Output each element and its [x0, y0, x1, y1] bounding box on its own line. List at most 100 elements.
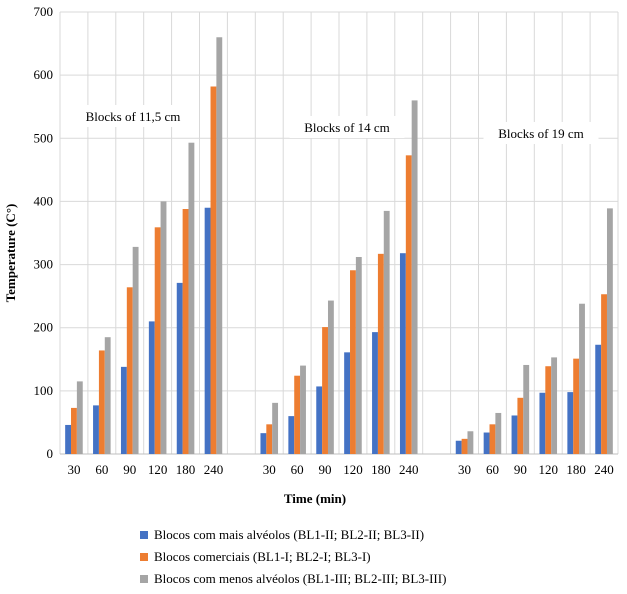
group-labels: Blocks of 11,5 cm Blocks of 14 cm Blocks o… — [68, 105, 599, 144]
bar — [294, 375, 301, 454]
y-tick-label: 700 — [34, 4, 54, 19]
x-tick-label: 60 — [486, 462, 499, 477]
legend-label: Blocos com menos alvéolos (BL1-III; BL2-… — [154, 571, 447, 586]
bar — [383, 210, 390, 454]
bar — [204, 207, 211, 454]
bar — [260, 433, 267, 454]
bar — [316, 386, 323, 454]
x-tick-label: 240 — [399, 462, 419, 477]
y-axis-ticks: 0 100 200 300 400 500 600 700 — [34, 4, 54, 461]
x-tick-label: 30 — [67, 462, 80, 477]
bar — [93, 405, 99, 454]
x-tick-label: 90 — [123, 462, 136, 477]
bar — [288, 416, 295, 454]
x-tick-label: 30 — [458, 462, 471, 477]
bar — [467, 431, 474, 454]
bar — [154, 227, 161, 454]
bar — [377, 253, 384, 454]
bar — [71, 407, 77, 454]
bar — [495, 412, 502, 454]
bar — [601, 294, 607, 454]
bar — [355, 256, 362, 454]
bar — [176, 282, 183, 454]
legend-item: Blocos com mais alvéolos (BL1-II; BL2-II… — [140, 524, 446, 546]
bar — [579, 303, 585, 454]
group-label-box — [68, 105, 198, 127]
y-tick-label: 500 — [34, 130, 54, 145]
bar — [523, 364, 530, 454]
bars — [65, 37, 613, 455]
x-tick-label: 120 — [539, 462, 559, 477]
x-tick-label: 240 — [594, 462, 614, 477]
bar — [148, 321, 155, 454]
legend-item: Blocos com menos alvéolos (BL1-III; BL2-… — [140, 568, 446, 590]
bar — [65, 424, 72, 454]
x-tick-label: 180 — [176, 462, 196, 477]
legend-swatch — [140, 553, 148, 561]
group-label-box — [289, 116, 405, 138]
bar — [266, 424, 273, 454]
bar — [182, 209, 189, 454]
gridlines — [59, 11, 619, 455]
bar — [517, 397, 524, 454]
group-label: Blocks of 19 cm — [498, 126, 584, 141]
bar — [411, 100, 418, 455]
legend: Blocos com mais alvéolos (BL1-II; BL2-II… — [140, 524, 446, 590]
legend-label: Blocos comerciais (BL1-I; BL2-I; BL3-I) — [154, 549, 371, 564]
y-tick-label: 200 — [34, 320, 54, 335]
bar — [322, 327, 328, 454]
x-axis-title: Time (min) — [284, 491, 346, 506]
bar — [511, 415, 518, 454]
y-tick-label: 100 — [34, 383, 54, 398]
bar — [120, 366, 127, 454]
bar — [399, 253, 406, 454]
bar — [344, 352, 351, 454]
bar — [216, 37, 223, 454]
bar — [545, 366, 552, 454]
y-axis-title: Temperature (C°) — [3, 204, 18, 303]
group-label-box — [483, 122, 599, 144]
bar — [595, 344, 602, 454]
x-tick-label: 120 — [148, 462, 168, 477]
x-tick-label: 60 — [291, 462, 304, 477]
x-tick-label: 60 — [95, 462, 108, 477]
bar — [160, 201, 167, 454]
bar — [551, 357, 558, 454]
bar — [405, 155, 412, 454]
bar — [126, 287, 133, 454]
bar — [300, 365, 306, 454]
bar — [327, 300, 334, 454]
x-axis-ticks: 30 60 90 120 180 240 30 60 90 120 180 240 30 60 90 120 1… — [67, 462, 613, 477]
bar — [483, 432, 490, 454]
bar — [132, 246, 139, 454]
bar — [606, 208, 613, 454]
x-tick-label: 180 — [566, 462, 586, 477]
bar — [272, 402, 279, 454]
group-label: Blocks of 14 cm — [304, 120, 390, 135]
x-tick-label: 90 — [514, 462, 527, 477]
x-tick-label: 30 — [263, 462, 276, 477]
bar — [461, 438, 468, 454]
bar — [539, 392, 546, 454]
x-tick-label: 120 — [343, 462, 363, 477]
bar — [350, 270, 356, 454]
x-tick-label: 240 — [204, 462, 224, 477]
bar — [372, 332, 378, 454]
legend-item: Blocos comerciais (BL1-I; BL2-I; BL3-I) — [140, 546, 446, 568]
bar — [573, 358, 580, 454]
legend-swatch — [140, 531, 148, 539]
bar — [567, 392, 574, 454]
x-tick-label: 90 — [319, 462, 332, 477]
y-tick-label: 0 — [47, 446, 54, 461]
legend-swatch — [140, 575, 148, 583]
y-tick-label: 600 — [34, 67, 54, 82]
bar — [98, 350, 105, 454]
bar — [210, 86, 217, 454]
y-tick-label: 300 — [34, 257, 54, 272]
bar — [76, 381, 83, 454]
bar — [489, 424, 496, 454]
x-tick-label: 180 — [371, 462, 391, 477]
bar — [455, 440, 462, 454]
bar — [104, 337, 111, 454]
